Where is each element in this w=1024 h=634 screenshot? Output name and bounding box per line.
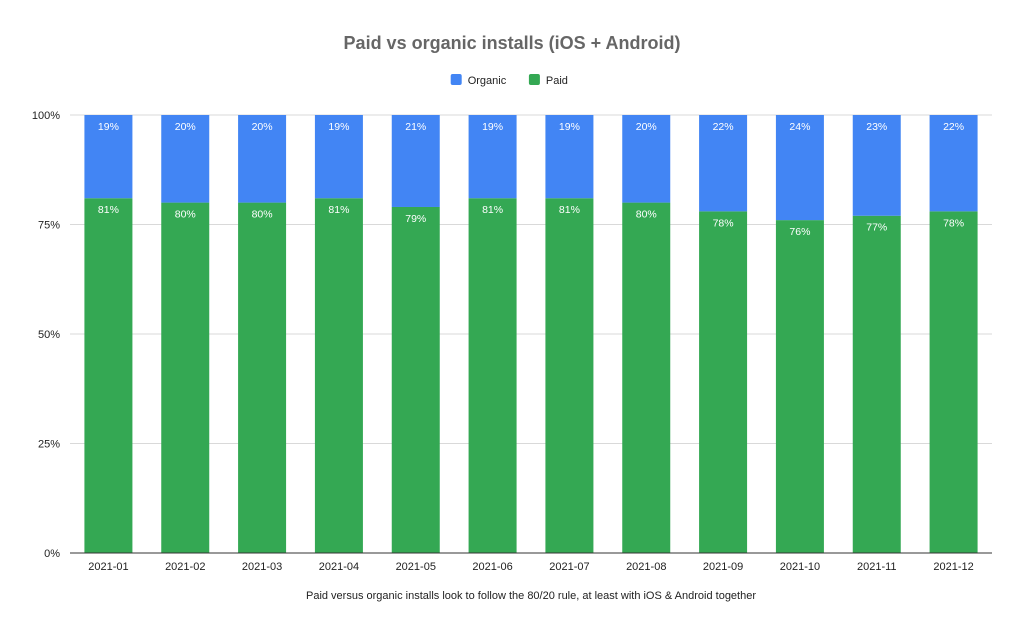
bar-paid-2021-12 (929, 211, 978, 554)
bar-organic-2021-04 (314, 115, 363, 199)
bar-organic-2021-07 (545, 115, 594, 199)
data-label-paid: 81% (482, 204, 503, 216)
x-tick-label: 2021-11 (857, 561, 897, 573)
data-label-organic: 19% (482, 121, 503, 133)
x-tick-label: 2021-08 (626, 561, 666, 573)
x-tick-label: 2021-12 (933, 561, 973, 573)
data-label-organic: 19% (328, 121, 349, 133)
bar-paid-2021-04 (314, 198, 363, 553)
data-label-organic: 21% (405, 121, 426, 133)
bar-paid-2021-05 (391, 206, 440, 554)
data-label-organic: 19% (98, 121, 119, 133)
bar-organic-2021-10 (775, 115, 824, 221)
data-label-paid: 81% (559, 204, 580, 216)
data-label-paid: 81% (98, 204, 119, 216)
legend-label-paid: Paid (546, 75, 568, 87)
bar-paid-2021-03 (238, 202, 287, 553)
legend-label-organic: Organic (468, 75, 507, 87)
x-tick-label: 2021-07 (549, 561, 589, 573)
bar-organic-2021-08 (622, 115, 671, 203)
x-tick-label: 2021-09 (703, 561, 743, 573)
x-axis-caption: Paid versus organic installs look to fol… (306, 590, 756, 602)
x-tick-label: 2021-02 (165, 561, 205, 573)
bar-organic-2021-05 (391, 115, 440, 207)
y-tick-label: 25% (38, 439, 60, 451)
x-tick-label: 2021-05 (396, 561, 436, 573)
data-label-paid: 77% (866, 222, 887, 234)
data-label-organic: 22% (713, 121, 734, 133)
bar-organic-2021-12 (929, 115, 978, 212)
y-tick-label: 100% (32, 110, 60, 122)
gridlines (70, 114, 992, 444)
y-tick-label: 0% (44, 548, 60, 560)
bar-paid-2021-01 (84, 198, 133, 553)
bar-paid-2021-06 (468, 198, 517, 553)
data-label-paid: 79% (405, 213, 426, 225)
data-label-organic: 19% (559, 121, 580, 133)
y-tick-label: 75% (38, 220, 60, 232)
data-label-paid: 78% (943, 217, 964, 229)
bar-paid-2021-10 (775, 220, 824, 553)
bar-paid-2021-07 (545, 198, 594, 553)
data-label-organic: 20% (636, 121, 657, 133)
bar-paid-2021-02 (161, 202, 210, 553)
data-label-paid: 80% (636, 209, 657, 221)
bar-paid-2021-09 (699, 211, 748, 554)
data-label-organic: 24% (789, 121, 810, 133)
bar-organic-2021-03 (238, 115, 287, 203)
bar-organic-2021-09 (699, 115, 748, 212)
bar-organic-2021-01 (84, 115, 133, 199)
data-label-paid: 80% (175, 209, 196, 221)
legend-swatch-paid (528, 74, 540, 85)
x-tick-label: 2021-03 (242, 561, 282, 573)
x-tick-label: 2021-10 (780, 561, 820, 573)
legend-swatch-organic (450, 74, 462, 85)
bar-organic-2021-11 (852, 115, 901, 216)
x-tick-label: 2021-01 (88, 561, 128, 573)
y-tick-label: 50% (38, 329, 60, 341)
bar-paid-2021-11 (852, 215, 901, 554)
chart-title: Paid vs organic installs (iOS + Android) (344, 33, 681, 53)
data-label-paid: 81% (328, 204, 349, 216)
data-label-paid: 76% (789, 226, 810, 238)
bar-paid-2021-08 (622, 202, 671, 553)
data-label-paid: 80% (252, 209, 273, 221)
x-tick-label: 2021-06 (472, 561, 512, 573)
data-label-organic: 23% (866, 121, 887, 133)
bar-organic-2021-02 (161, 115, 210, 203)
y-axis-ticks: 0% 25% 50% 75% 100% (32, 110, 60, 560)
data-label-organic: 22% (943, 121, 964, 133)
legend: Organic Paid (450, 74, 568, 87)
data-label-organic: 20% (175, 121, 196, 133)
bars: 81% 19% 80% 20% 80% 20% 81% 19% 79% 21% 81% 19% 81% 1… (84, 115, 978, 554)
x-axis-ticks: 2021-01 2021-02 2021-03 2021-04 2021-05 2021-… (88, 561, 974, 573)
data-label-organic: 20% (252, 121, 273, 133)
x-tick-label: 2021-04 (319, 561, 359, 573)
bar-organic-2021-06 (468, 115, 517, 199)
data-label-paid: 78% (713, 217, 734, 229)
